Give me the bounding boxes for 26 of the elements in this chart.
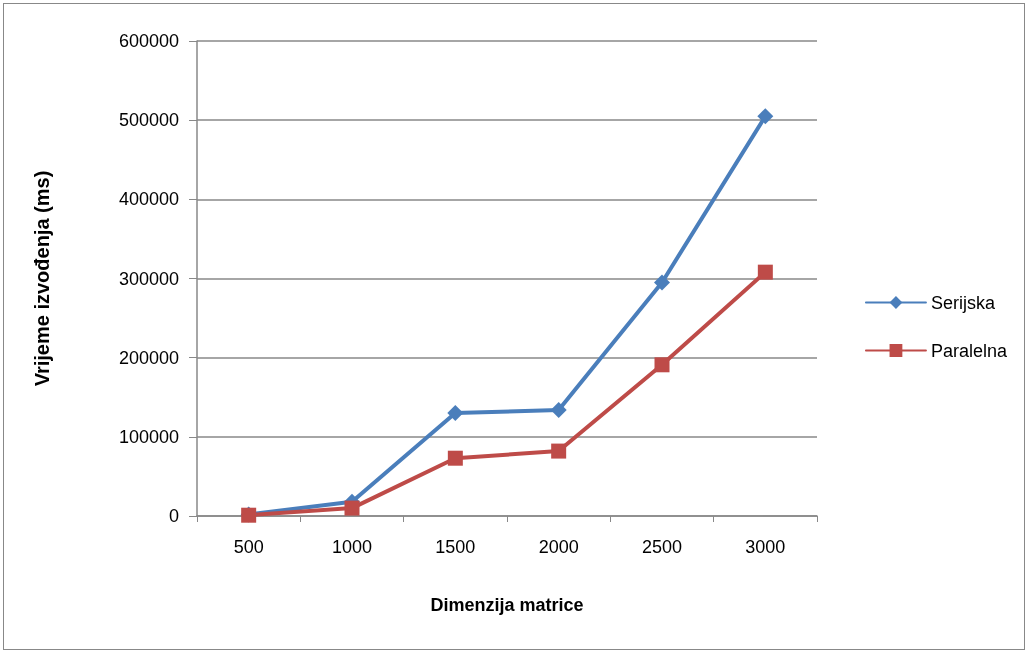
- x-tick-label: 1000: [331, 537, 373, 557]
- point: [447, 405, 464, 422]
- y-tick-label: 200000: [118, 347, 179, 368]
- y-tick-label: 600000: [118, 31, 179, 51]
- y-tick-label: 0: [168, 506, 179, 526]
- y-tick-label: 100000: [118, 426, 179, 447]
- point: [344, 500, 360, 516]
- y-tick-label: 400000: [118, 189, 179, 210]
- x-tick-label: 2500: [641, 537, 683, 557]
- y-tick-label: 300000: [118, 268, 179, 289]
- point: [550, 401, 567, 418]
- x-tick-label: 500: [233, 537, 264, 557]
- x-axis-title: Dimenzija matrice: [430, 595, 584, 615]
- legend-label: Serijska: [930, 292, 996, 313]
- point: [551, 443, 567, 459]
- point: [757, 108, 774, 125]
- point: [654, 274, 670, 291]
- point: [447, 450, 463, 466]
- point: [757, 264, 773, 280]
- y-axis-title: Vrijeme izvođenja (ms): [31, 170, 53, 387]
- legend-label: Paralelna: [930, 340, 1008, 361]
- point: [654, 357, 670, 373]
- x-tick-label: 2000: [538, 537, 579, 557]
- x-tick-label: 1500: [435, 537, 476, 557]
- y-tick-label: 500000: [118, 110, 179, 131]
- x-tick-label: 3000: [745, 537, 786, 557]
